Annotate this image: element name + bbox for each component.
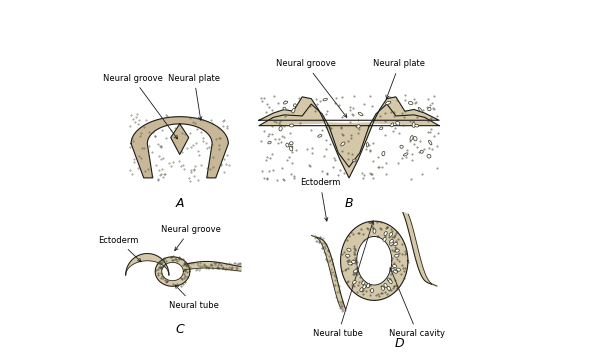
Ellipse shape <box>371 289 373 293</box>
Ellipse shape <box>358 112 363 116</box>
Ellipse shape <box>290 146 293 149</box>
Ellipse shape <box>392 269 396 272</box>
Text: Neural groove: Neural groove <box>160 225 221 250</box>
Ellipse shape <box>352 280 356 284</box>
Ellipse shape <box>391 123 394 127</box>
Ellipse shape <box>353 270 358 273</box>
Ellipse shape <box>389 239 394 243</box>
Ellipse shape <box>363 285 366 289</box>
Ellipse shape <box>408 102 413 105</box>
Ellipse shape <box>396 121 400 125</box>
Ellipse shape <box>353 159 356 161</box>
Ellipse shape <box>289 146 293 151</box>
Text: Neural plate: Neural plate <box>373 59 425 99</box>
Ellipse shape <box>414 136 417 141</box>
Ellipse shape <box>386 101 391 105</box>
Ellipse shape <box>318 135 322 137</box>
Ellipse shape <box>392 265 396 268</box>
Text: D: D <box>395 337 404 350</box>
Text: Neural plate: Neural plate <box>168 74 220 120</box>
Ellipse shape <box>293 104 296 107</box>
Ellipse shape <box>348 262 352 265</box>
Ellipse shape <box>362 281 365 285</box>
Ellipse shape <box>382 151 385 156</box>
Text: Neural tube: Neural tube <box>169 285 219 310</box>
Ellipse shape <box>367 284 370 287</box>
Ellipse shape <box>290 124 294 127</box>
Polygon shape <box>155 257 190 286</box>
Ellipse shape <box>389 232 392 236</box>
Ellipse shape <box>373 229 376 233</box>
Ellipse shape <box>341 142 345 146</box>
Ellipse shape <box>286 143 289 147</box>
Ellipse shape <box>400 145 403 148</box>
Ellipse shape <box>283 107 286 110</box>
Ellipse shape <box>383 237 386 241</box>
Text: Ectoderm: Ectoderm <box>300 178 340 221</box>
Ellipse shape <box>384 232 387 236</box>
Text: B: B <box>345 197 353 210</box>
Ellipse shape <box>366 143 368 147</box>
Ellipse shape <box>346 254 350 257</box>
Ellipse shape <box>279 126 282 131</box>
Ellipse shape <box>292 109 295 113</box>
Ellipse shape <box>394 242 398 246</box>
Ellipse shape <box>428 140 432 145</box>
Text: Neural groove: Neural groove <box>103 74 178 139</box>
Ellipse shape <box>357 125 360 128</box>
Ellipse shape <box>427 154 431 158</box>
Ellipse shape <box>366 284 369 288</box>
Text: Neural tube: Neural tube <box>313 221 373 338</box>
Ellipse shape <box>283 101 288 104</box>
Ellipse shape <box>410 135 413 140</box>
Ellipse shape <box>415 124 419 127</box>
Polygon shape <box>340 221 408 300</box>
Ellipse shape <box>268 141 271 144</box>
Ellipse shape <box>389 242 394 245</box>
Ellipse shape <box>347 248 351 251</box>
Ellipse shape <box>389 280 392 284</box>
Text: Ectoderm: Ectoderm <box>99 236 141 262</box>
Ellipse shape <box>388 278 391 282</box>
Ellipse shape <box>404 153 408 156</box>
Ellipse shape <box>396 268 401 271</box>
Polygon shape <box>312 235 346 309</box>
Polygon shape <box>357 236 392 285</box>
Ellipse shape <box>384 284 387 287</box>
Ellipse shape <box>393 270 397 273</box>
Polygon shape <box>126 254 169 275</box>
Ellipse shape <box>395 254 399 257</box>
Ellipse shape <box>418 107 422 112</box>
Ellipse shape <box>323 98 327 101</box>
Polygon shape <box>403 212 437 286</box>
Text: Neural cavity: Neural cavity <box>389 268 445 338</box>
Polygon shape <box>131 117 228 178</box>
Ellipse shape <box>428 107 431 111</box>
Ellipse shape <box>360 287 363 292</box>
Ellipse shape <box>395 249 399 252</box>
Ellipse shape <box>420 150 423 153</box>
Polygon shape <box>259 97 439 178</box>
Polygon shape <box>185 261 241 271</box>
Ellipse shape <box>387 286 391 290</box>
Ellipse shape <box>381 286 384 290</box>
Ellipse shape <box>412 123 415 127</box>
Text: A: A <box>175 197 184 210</box>
Ellipse shape <box>351 260 355 263</box>
Text: Neural groove: Neural groove <box>276 59 347 117</box>
Ellipse shape <box>379 127 383 130</box>
Ellipse shape <box>290 142 293 145</box>
Text: C: C <box>175 323 184 336</box>
